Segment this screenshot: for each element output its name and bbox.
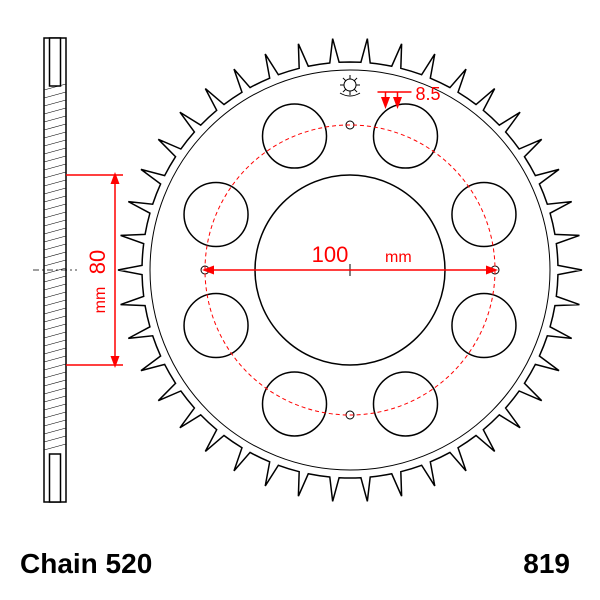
part-number-label: 819 — [523, 548, 570, 580]
svg-text:mm: mm — [385, 249, 412, 266]
svg-text:mm: mm — [92, 287, 109, 314]
svg-text:8.5: 8.5 — [415, 84, 440, 104]
chain-label: Chain 520 — [20, 548, 152, 580]
svg-text:100: 100 — [312, 242, 349, 267]
svg-text:80: 80 — [85, 250, 110, 274]
part-number-text: 819 — [523, 548, 570, 579]
technical-drawing: 80 mm 100 mm 8.5 — [0, 0, 600, 600]
chain-text: Chain 520 — [20, 548, 152, 579]
